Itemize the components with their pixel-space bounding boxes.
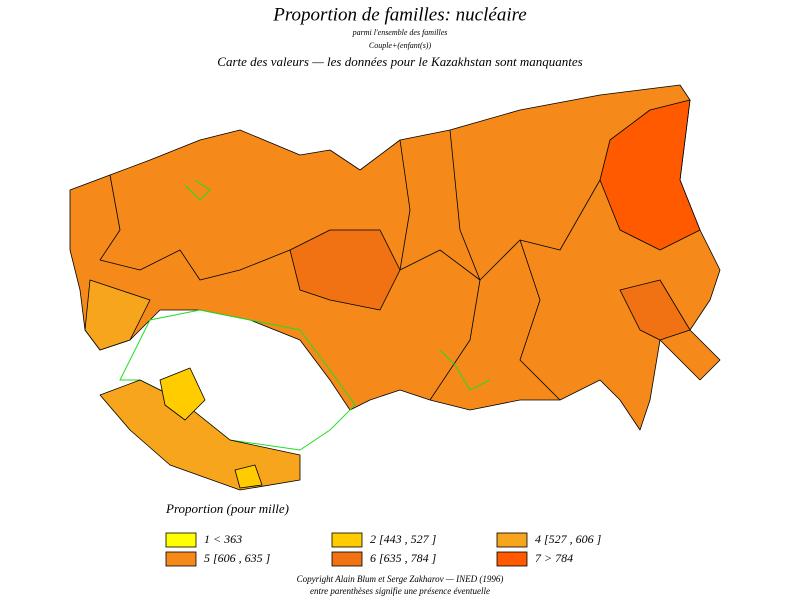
legend-swatch: [165, 532, 197, 548]
region-small: [234, 464, 263, 489]
legend-label: 7 > 784: [535, 551, 573, 565]
legend-title: Proportion (pour mille): [165, 501, 289, 516]
region-turkmenistan: [159, 367, 206, 421]
region-central-asia: [99, 379, 301, 491]
border: [429, 129, 481, 401]
river: [439, 349, 491, 391]
region-west-siberia: [289, 229, 401, 311]
footer: entre parenthèses signifie une présence …: [310, 586, 490, 596]
legend-swatch: [496, 532, 528, 548]
legend-label: 4 [527 , 606 ]: [535, 532, 602, 546]
legend-swatch: [496, 551, 528, 567]
legend-label: 5 [606 , 635 ]: [204, 551, 271, 565]
lake: [184, 179, 211, 201]
legend-label: 2 [443 , 527 ]: [370, 532, 437, 546]
border: [399, 139, 601, 281]
region-far-east: [619, 279, 691, 341]
region-east: [599, 99, 701, 251]
subtitle: parmi l'ensemble des familles: [352, 28, 448, 37]
border: [99, 174, 291, 281]
legend: 1 < 363 2 [443 , 527 ] 4 [527 , 606 ] 5 [60…: [165, 532, 602, 567]
legend-swatch: [331, 532, 363, 548]
region-south-west: [84, 279, 151, 351]
map: [69, 84, 721, 491]
caption: Carte des valeurs — les données pour le …: [217, 54, 582, 69]
border: [519, 239, 561, 401]
note: Couple+(enfant(s)): [369, 41, 432, 50]
legend-label: 1 < 363: [204, 532, 242, 546]
legend-swatch: [165, 551, 197, 567]
legend-swatch: [331, 551, 363, 567]
footer: Copyright Alain Blum et Serge Zakharov —…: [297, 574, 504, 584]
legend-label: 6 [635 , 784 ]: [370, 551, 437, 565]
title: Proportion de familles: nucléaire: [272, 4, 526, 25]
